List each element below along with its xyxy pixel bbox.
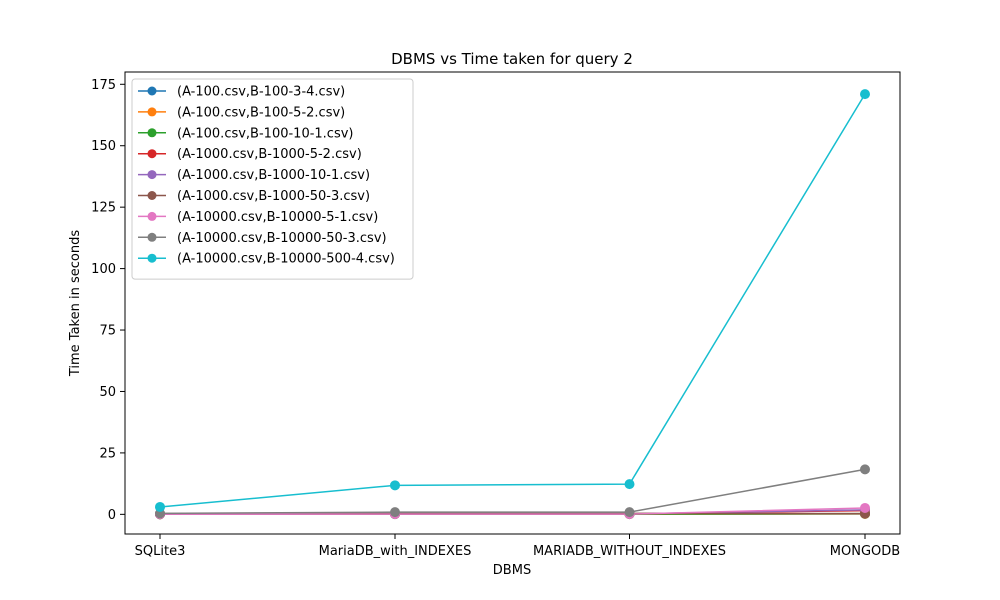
series-8 [155, 89, 870, 512]
legend-marker-1 [147, 107, 157, 117]
legend-marker-0 [147, 86, 157, 96]
series-8-point-2 [624, 479, 635, 490]
y-tick-label-2: 50 [99, 385, 116, 400]
legend-item-3: (A-1000.csv,B-1000-5-2.csv) [138, 147, 362, 162]
x-tick-label-1: MariaDB_with_INDEXES [319, 544, 472, 559]
y-tick-label-1: 25 [99, 446, 116, 461]
x-axis-label: DBMS [493, 563, 531, 578]
legend-item-4: (A-1000.csv,B-1000-10-1.csv) [138, 168, 370, 183]
y-tick-label-3: 75 [99, 324, 116, 339]
series-7-point-3 [860, 464, 870, 475]
plot-frame [124, 71, 901, 535]
x-tick-label-2: MARIADB_WITHOUT_INDEXES [533, 544, 726, 559]
legend: (A-100.csv,B-100-3-4.csv) (A-100.csv,B-10… [131, 78, 414, 280]
legend-label-0: (A-100.csv,B-100-3-4.csv) [177, 85, 345, 100]
y-tick-label-0: 0 [108, 508, 116, 523]
legend-marker-6 [147, 211, 157, 221]
series-7-point-1 [390, 507, 400, 518]
legend-label-8: (A-10000.csv,B-10000-500-4.csv) [177, 252, 395, 267]
legend-marker-7 [147, 232, 157, 242]
chart-title: DBMS vs Time taken for query 2 [391, 50, 633, 68]
series-7 [155, 464, 870, 519]
legend-item-5: (A-1000.csv,B-1000-50-3.csv) [138, 189, 370, 204]
legend-marker-8 [147, 253, 157, 263]
series-7-point-2 [624, 507, 635, 518]
y-tick-label-7: 175 [91, 78, 116, 93]
legend-label-7: (A-10000.csv,B-10000-50-3.csv) [177, 231, 387, 246]
series-line-6 [160, 507, 866, 515]
x-tick-label-0: SQLite3 [135, 544, 186, 559]
y-axis-label: Time Taken in seconds [68, 230, 83, 377]
series-8-point-1 [390, 480, 400, 491]
legend-label-6: (A-10000.csv,B-10000-5-1.csv) [177, 210, 378, 225]
legend-marker-3 [147, 149, 157, 159]
legend-item-6: (A-10000.csv,B-10000-5-1.csv) [138, 210, 378, 225]
series-6-point-3 [860, 502, 870, 513]
legend-item-2: (A-100.csv,B-100-10-1.csv) [138, 126, 354, 141]
series-8-point-3 [860, 89, 870, 100]
legend-label-3: (A-1000.csv,B-1000-5-2.csv) [177, 147, 362, 162]
legend-label-4: (A-1000.csv,B-1000-10-1.csv) [177, 168, 370, 183]
legend-label-2: (A-100.csv,B-100-10-1.csv) [177, 126, 354, 141]
y-tick-label-5: 125 [91, 201, 116, 216]
legend-marker-5 [147, 191, 157, 200]
series-line-7 [159, 468, 866, 515]
legend-box [131, 78, 414, 280]
legend-item-8: (A-10000.csv,B-10000-500-4.csv) [138, 252, 395, 267]
legend-item-7: (A-10000.csv,B-10000-50-3.csv) [138, 231, 387, 246]
y-tick-label-4: 100 [91, 262, 116, 277]
legend-label-5: (A-1000.csv,B-1000-50-3.csv) [177, 189, 370, 204]
x-tick-label-3: MONGODB [830, 544, 900, 559]
legend-item-1: (A-100.csv,B-100-5-2.csv) [138, 105, 345, 120]
series-8-point-0 [155, 501, 165, 512]
legend-marker-2 [147, 128, 157, 138]
series-layer [155, 89, 870, 520]
legend-marker-4 [147, 170, 157, 180]
y-tick-label-6: 150 [91, 139, 116, 154]
series-line-8 [159, 93, 866, 508]
tick-layer: 0 25 50 75 100 125 150 175 SQLite3 MariaDB_with_I… [91, 78, 900, 559]
legend-label-1: (A-100.csv,B-100-5-2.csv) [177, 105, 345, 120]
legend-item-0: (A-100.csv,B-100-3-4.csv) [138, 85, 345, 100]
